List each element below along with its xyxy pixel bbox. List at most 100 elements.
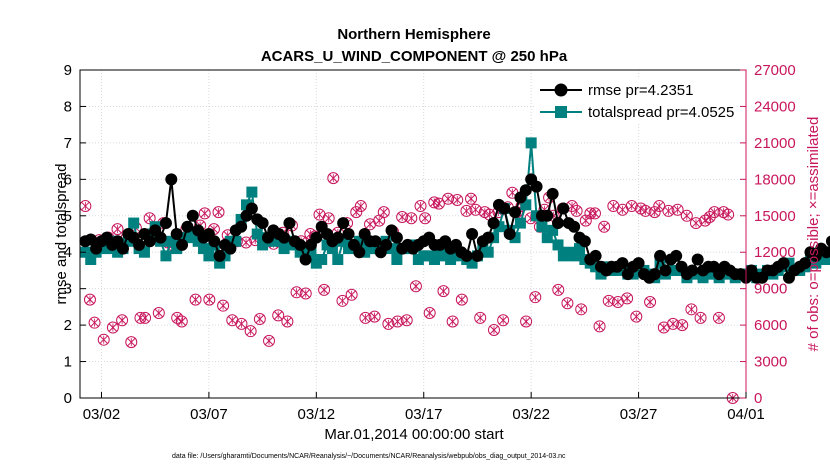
obs-assimilated-point — [480, 207, 490, 217]
obs-assimilated-point — [292, 287, 301, 297]
rmse-point — [116, 242, 129, 255]
obs-possible-point — [212, 206, 225, 219]
obs-assimilated-point — [227, 315, 237, 325]
rmse-point — [503, 228, 516, 240]
obs-assimilated-point — [402, 315, 412, 325]
rmse-point — [278, 231, 291, 244]
obs-possible-point — [593, 320, 606, 333]
obs-assimilated-point — [365, 219, 375, 229]
totalspread-point — [187, 228, 199, 240]
totalspread-point — [353, 235, 365, 247]
legend-spread-label: totalspread pr=4.0525 — [588, 104, 734, 121]
totalspread-point — [214, 257, 226, 269]
obs-assimilated-point — [420, 213, 430, 223]
obs-possible-point — [318, 283, 331, 296]
obs-possible-point — [414, 200, 427, 213]
obs-assimilated-point — [687, 304, 696, 314]
obs-assimilated-point — [338, 296, 347, 306]
obs-possible-point — [699, 214, 712, 227]
y-tick-label: 8 — [64, 98, 72, 115]
rmse-point — [208, 235, 221, 248]
y-tick-label: 6 — [64, 171, 72, 188]
obs-assimilated-point — [650, 207, 660, 217]
obs-assimilated-point — [411, 281, 421, 291]
totalspread-point — [251, 228, 263, 240]
y-tick-label: 1 — [64, 354, 72, 371]
y2-tick-label: 3000 — [754, 354, 787, 371]
rmse-point — [369, 235, 382, 248]
rmse-point — [616, 257, 629, 270]
x-tick-label: 03/17 — [405, 406, 443, 423]
rmse-point — [799, 257, 812, 270]
totalspread-point — [122, 235, 134, 247]
totalspread-point — [541, 232, 553, 244]
obs-possible-point — [203, 293, 216, 306]
obs-assimilated-point — [81, 201, 90, 211]
obs-assimilated-point — [324, 213, 334, 223]
y-tick-label: 9 — [64, 62, 72, 79]
rmse-series — [79, 173, 830, 284]
totalspread-point — [101, 243, 113, 255]
obs-possible-point — [437, 285, 450, 298]
obs-possible-point — [451, 193, 464, 206]
obs-assimilated-point — [264, 336, 274, 346]
rmse-point — [578, 235, 591, 248]
obs-possible-point — [327, 172, 340, 185]
obs-possible-point — [134, 311, 147, 324]
obs-possible-point — [676, 319, 689, 332]
totalspread-point — [568, 250, 580, 262]
obs-possible-point — [465, 192, 478, 205]
obs-assimilated-point — [384, 319, 393, 329]
obs-assimilated-point — [140, 313, 150, 323]
obs-possible-point — [639, 204, 652, 217]
obs-assimilated-point — [347, 290, 357, 300]
rmse-point — [337, 217, 350, 230]
obs-assimilated-point — [462, 206, 471, 216]
obs-possible-point — [680, 209, 693, 222]
obs-assimilated-point — [608, 201, 618, 211]
rmse-point — [143, 235, 156, 248]
obs-assimilated-point — [691, 218, 701, 228]
rmse-point — [471, 249, 484, 262]
obs-possible-point — [290, 286, 303, 299]
obs-possible-point — [263, 334, 276, 347]
obs-possible-point — [689, 217, 702, 230]
obs-assimilated-point — [315, 210, 324, 219]
obs-assimilated-point — [416, 201, 425, 211]
obs-assimilated-point — [379, 207, 389, 217]
obs-assimilated-point — [361, 313, 370, 323]
obs-assimilated-point — [356, 201, 366, 211]
obs-assimilated-point — [618, 205, 627, 215]
obs-assimilated-point — [668, 319, 678, 329]
y2-tick-label: 0 — [754, 390, 762, 407]
y2-tick-label: 9000 — [754, 281, 787, 298]
totalspread-point — [165, 235, 177, 247]
rmse-point — [659, 264, 672, 277]
obs-assimilated-point — [613, 297, 623, 307]
rmse-point — [154, 231, 167, 244]
rmse-point — [133, 238, 146, 251]
obs-possible-point — [299, 287, 312, 300]
obs-possible-point — [520, 315, 533, 328]
obs-assimilated-point — [328, 173, 338, 183]
obs-possible-point — [703, 210, 716, 223]
rmse-point — [84, 233, 97, 246]
rmse-point — [310, 231, 323, 244]
obs-assimilated-point — [374, 216, 384, 225]
obs-assimilated-point — [581, 216, 591, 225]
obs-possible-point — [694, 311, 707, 324]
obs-possible-point — [382, 317, 395, 330]
totalspread-point — [246, 186, 258, 198]
obs-assimilated-point — [553, 285, 563, 295]
rmse-point — [294, 238, 307, 251]
obs-assimilated-point — [351, 207, 361, 217]
obs-possible-point — [377, 206, 390, 219]
totalspread-point — [316, 254, 328, 266]
obs-possible-point — [602, 294, 615, 307]
obs-possible-point — [598, 220, 611, 233]
legend-spread-marker — [555, 106, 567, 118]
totalspread-point — [230, 235, 242, 247]
obs-possible-point — [419, 212, 432, 225]
rmse-point — [825, 235, 830, 247]
